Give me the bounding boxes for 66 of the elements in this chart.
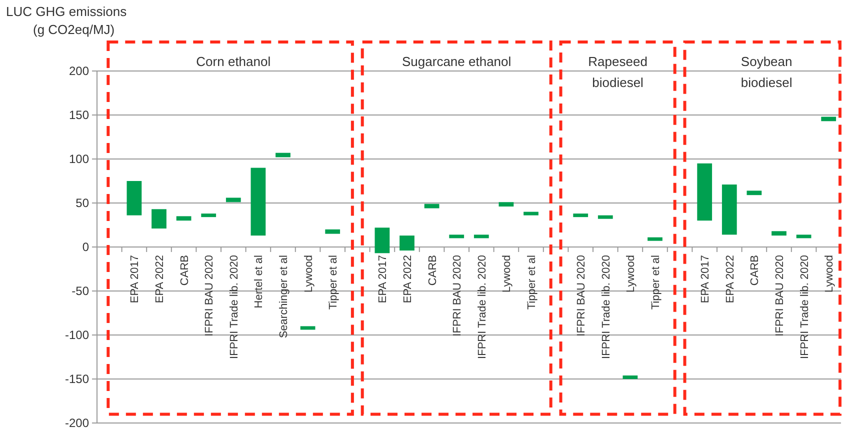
x-tick-label: CARB (178, 255, 191, 286)
y-tick-label: 150 (68, 108, 90, 122)
x-tick-label: EPA 2022 (154, 255, 166, 304)
x-tick-label: EPA 2017 (700, 255, 712, 304)
y-tick-label: 50 (76, 196, 90, 210)
x-tick-label: EPA 2022 (724, 255, 736, 304)
x-tick-label: IFPRI Trade lib. 2020 (476, 255, 488, 359)
x-tick-label: IFPRI BAU 2020 (774, 255, 786, 336)
bar (400, 236, 414, 251)
bar (250, 168, 266, 236)
bar (325, 229, 340, 234)
x-tick-label: CARB (426, 255, 439, 286)
bar (524, 212, 538, 216)
bar (722, 184, 737, 235)
x-tick-label: IFPRI BAU 2020 (576, 255, 588, 336)
bar (201, 214, 216, 218)
x-tick-label: IFPRI Trade lib. 2020 (798, 255, 811, 359)
y-axis-title: LUC GHG emissions (g CO2eq/MJ) (6, 4, 128, 37)
x-tick-label: Tipper et al (526, 255, 538, 310)
bar (796, 234, 812, 238)
bar (772, 231, 786, 236)
y-tick-label: -150 (64, 372, 90, 386)
x-tick-label: EPA 2017 (377, 255, 390, 304)
bar (176, 216, 192, 221)
annotation: Rapeseed biodiesel (588, 54, 648, 90)
text: Corn ethanol (196, 54, 271, 69)
x-tick-label: EPA 2022 (402, 255, 414, 304)
x-tick-label: Lywood (501, 255, 514, 293)
bar (697, 163, 712, 221)
y-tick-label: 0 (82, 240, 90, 254)
x-tick-label: Tipper et al (650, 255, 662, 310)
bar (226, 198, 241, 202)
x-tick-label: IFPRI BAU 2020 (204, 255, 216, 336)
x-tick-label: Hertel et al (253, 255, 266, 308)
bar (573, 214, 588, 218)
bar (424, 204, 440, 208)
y-tick-label: -200 (64, 416, 90, 430)
bar (300, 326, 316, 330)
bar (474, 234, 489, 238)
annotation: Soybean biodiesel (740, 54, 792, 90)
x-tick-label: Searchinger et al (278, 255, 290, 338)
bar (374, 228, 390, 254)
bar (598, 215, 613, 219)
bar (449, 234, 464, 238)
bar (648, 237, 662, 241)
bar (498, 202, 514, 207)
x-tick-label: Lywood (302, 255, 315, 293)
x-tick-label: IFPRI Trade lib. 2020 (228, 255, 240, 359)
bar (152, 209, 166, 229)
x-tick-label: IFPRI Trade lib. 2020 (600, 255, 612, 359)
bar (622, 375, 638, 379)
x-tick-label: Lywood (625, 255, 638, 293)
bar (126, 181, 142, 216)
x-tick-label: IFPRI BAU 2020 (452, 255, 464, 336)
y-tick-label: 200 (68, 64, 90, 78)
y-tick-label: -50 (72, 284, 90, 298)
x-tick-label: CARB (749, 255, 762, 286)
bar (276, 152, 290, 158)
x-tick-label: Lywood (824, 255, 836, 293)
x-tick-label: Tipper et al (328, 255, 340, 310)
y-tick-label: -100 (64, 328, 90, 342)
x-tick-label: EPA 2017 (129, 255, 142, 304)
y-tick-label: 100 (68, 152, 90, 166)
bar (821, 116, 836, 122)
text: Sugarcane ethanol (402, 54, 512, 69)
bar (746, 190, 762, 196)
